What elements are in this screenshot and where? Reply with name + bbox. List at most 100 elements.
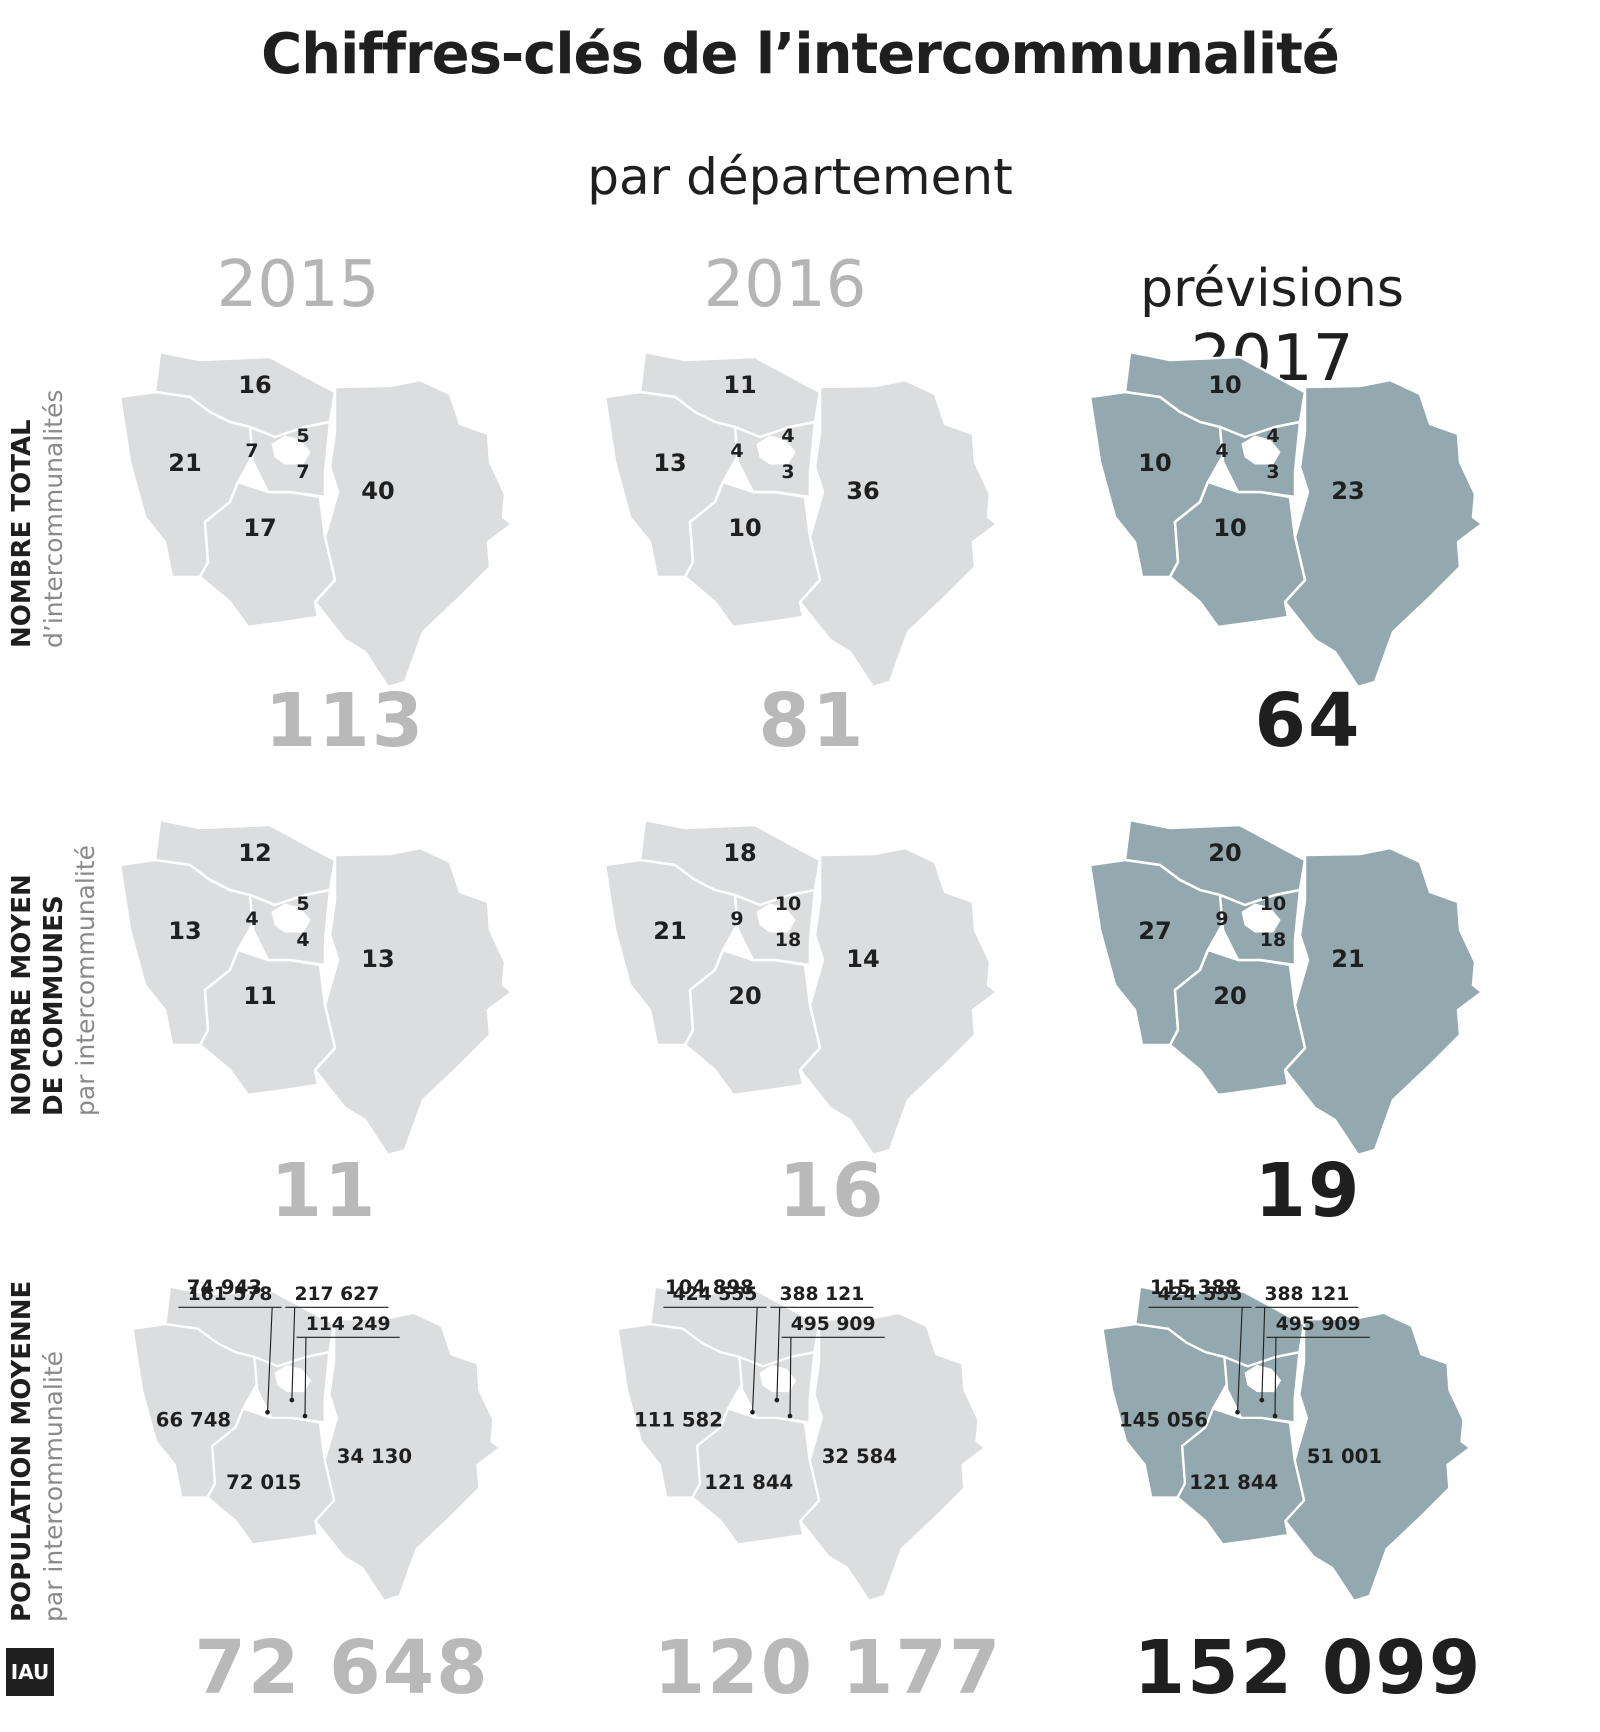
- departement-est: [1283, 378, 1484, 689]
- map-value-sud: 20: [1213, 982, 1246, 1010]
- map-value-centre-o: 4: [730, 440, 743, 462]
- map-value-nord: 18: [723, 839, 756, 867]
- year-2015: 2015: [88, 248, 508, 322]
- map-value-centre-se: 114 249: [306, 1314, 391, 1335]
- map-value-centre-se: 3: [781, 461, 794, 483]
- total-value: 152 099: [1133, 1625, 1483, 1711]
- year-prefix: prévisions: [1140, 259, 1404, 319]
- map-value-centre-se: 495 909: [791, 1314, 876, 1335]
- map-value-centre-se: 18: [775, 929, 801, 951]
- map-value-est: 40: [361, 477, 394, 505]
- callout-line: [1255, 1306, 1359, 1401]
- map-value-sud: 72 015: [226, 1471, 301, 1494]
- page-title: Chiffres-clés de l’intercommunalité: [261, 22, 1340, 87]
- map-value-est: 13: [361, 945, 394, 973]
- map-value-centre-o: 4: [1215, 440, 1228, 462]
- map-value-centre-ne: 10: [775, 893, 801, 915]
- map-value-centre-ne: 5: [296, 893, 309, 915]
- map-ile-de-france: 104 898 111 582 121 844 32 584 424 555 388 12…: [616, 1276, 987, 1602]
- map-ile-de-france: 10 10 10 23 4 4 3: [1088, 350, 1484, 689]
- map-value-est: 14: [846, 945, 879, 973]
- year-2017: prévisions 2017: [1062, 248, 1482, 396]
- map-value-sud: 121 844: [1189, 1471, 1278, 1494]
- map-value-centre-ne: 10: [1260, 893, 1286, 915]
- row-label-light: par intercommunalité: [71, 845, 100, 1116]
- map-value-centre-se: 4: [296, 929, 309, 951]
- year-value: 2016: [703, 248, 867, 322]
- total-value: 120 177: [653, 1625, 1003, 1711]
- map-ile-de-france: 11 13 10 36 4 4 3: [603, 350, 999, 689]
- row-label-population: POPULATION MOYENNE par intercommunalité: [6, 1281, 70, 1622]
- departement-est: [313, 378, 514, 689]
- departement-est: [798, 846, 999, 1157]
- callout-line: [781, 1336, 885, 1417]
- map-value-ouest: 27: [1138, 917, 1171, 945]
- map-value-centre-se: 3: [1266, 461, 1279, 483]
- row-label-strong: NOMBRE MOYEN: [7, 874, 37, 1116]
- map-value-centre-se: 495 909: [1276, 1314, 1361, 1335]
- callout-line: [178, 1306, 282, 1413]
- total-value: 19: [1254, 1148, 1362, 1234]
- map-value-nord: 12: [238, 839, 271, 867]
- map-value-nord: 10: [1208, 371, 1241, 399]
- map-ile-de-france: 115 388 145 056 121 844 51 001 424 555 388 12…: [1101, 1276, 1472, 1602]
- map-value-centre-ne: 388 121: [1264, 1284, 1349, 1305]
- map-ile-de-france: 20 27 20 21 9 10 18: [1088, 818, 1484, 1157]
- map-value-centre-ne: 4: [1266, 425, 1279, 447]
- iau-logo: IAU: [6, 1648, 54, 1696]
- callout-line: [770, 1306, 874, 1401]
- map-value-centre-se: 18: [1260, 929, 1286, 951]
- map-value-centre-o: 424 555: [1158, 1284, 1243, 1305]
- map-value-nord: 74 943: [187, 1276, 262, 1299]
- year-2016: 2016: [575, 248, 995, 322]
- row-label-light: par intercommunalité: [39, 1351, 68, 1622]
- map-value-ouest: 66 748: [156, 1408, 231, 1431]
- paris: [271, 903, 311, 933]
- map-value-ouest: 21: [168, 449, 201, 477]
- departement-est: [1283, 846, 1484, 1157]
- map-value-nord: 115 388: [1150, 1276, 1239, 1299]
- map-value-centre-o: 161 578: [188, 1284, 273, 1305]
- total-value: 64: [1254, 678, 1362, 764]
- callout-line: [285, 1306, 389, 1401]
- map-value-sud: 20: [728, 982, 761, 1010]
- map-value-centre-o: 7: [245, 440, 258, 462]
- total-value: 16: [778, 1148, 886, 1234]
- map-value-sud: 10: [728, 514, 761, 542]
- paris: [1241, 903, 1281, 933]
- map-ile-de-france: 16 21 17 40 7 5 7: [118, 350, 514, 689]
- map-value-ouest: 111 582: [634, 1408, 723, 1431]
- map-value-ouest: 10: [1138, 449, 1171, 477]
- map-value-centre-ne: 5: [296, 425, 309, 447]
- map-value-sud: 10: [1213, 514, 1246, 542]
- map-value-sud: 11: [243, 982, 276, 1010]
- map-value-centre-o: 9: [730, 908, 743, 930]
- departement-est: [313, 846, 514, 1157]
- map-ile-de-france: 18 21 20 14 9 10 18: [603, 818, 999, 1157]
- map-ile-de-france: 74 943 66 748 72 015 34 130 161 578 217 627 11…: [131, 1276, 502, 1602]
- row-label-strong: NOMBRE TOTAL: [7, 419, 37, 648]
- map-value-ouest: 13: [653, 449, 686, 477]
- departement-est: [798, 378, 999, 689]
- year-value: 2015: [216, 248, 380, 322]
- total-value: 113: [264, 678, 426, 764]
- total-value: 72 648: [194, 1625, 490, 1711]
- map-value-nord: 11: [723, 371, 756, 399]
- map-value-centre-o: 4: [245, 908, 258, 930]
- map-value-centre-ne: 4: [781, 425, 794, 447]
- paris: [756, 903, 796, 933]
- total-value: 11: [270, 1148, 378, 1234]
- map-value-est: 21: [1331, 945, 1364, 973]
- total-value: 81: [758, 678, 866, 764]
- map-value-nord: 16: [238, 371, 271, 399]
- map-value-sud: 121 844: [704, 1471, 793, 1494]
- map-value-ouest: 21: [653, 917, 686, 945]
- paris: [271, 435, 311, 465]
- map-value-nord: 20: [1208, 839, 1241, 867]
- callout-line: [1148, 1306, 1252, 1413]
- map-value-est: 36: [846, 477, 879, 505]
- map-value-ouest: 145 056: [1119, 1408, 1208, 1431]
- map-value-ouest: 13: [168, 917, 201, 945]
- row-label-light: d’intercommunalités: [39, 389, 68, 648]
- row-label-strong: POPULATION MOYENNE: [7, 1280, 37, 1622]
